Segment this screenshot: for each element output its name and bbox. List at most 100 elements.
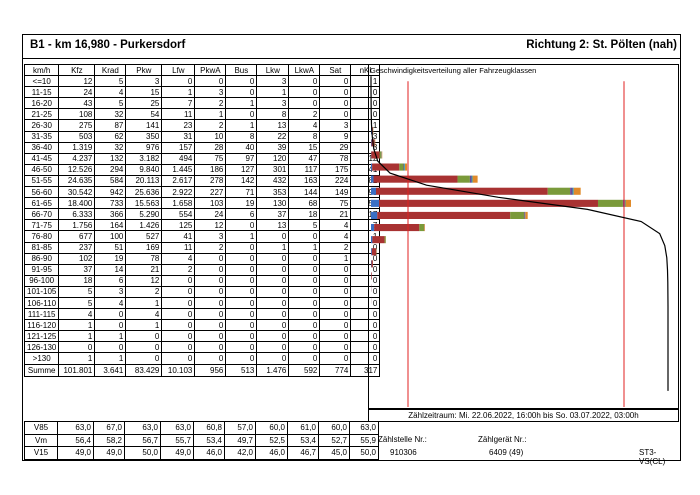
table-cell: 13	[256, 119, 290, 132]
table-row: 81-85 237 51 169 11 2 0 1 1 2 0	[23, 241, 381, 254]
chart-bar-segment	[371, 139, 372, 147]
table-cell: 24	[194, 208, 227, 221]
table-cell: 18	[288, 208, 321, 221]
table-cell: 1	[350, 75, 381, 88]
table-cell: 4	[319, 230, 352, 243]
device-value: 6409 (49)	[489, 448, 524, 457]
table-cell: 13	[256, 219, 290, 232]
table-cell: 0	[288, 252, 321, 265]
table-cell: 0	[194, 274, 227, 287]
table-cell: 0	[319, 296, 352, 310]
table-row: 46-5012.5262949.8401.4451861273011171754…	[23, 163, 381, 176]
row-label: 106-110	[23, 296, 60, 310]
table-cell: 54	[125, 108, 163, 121]
table-row: 16-20 43 5 25 7 2 1 3 0 0 0	[23, 97, 381, 110]
table-cell: 157	[161, 141, 196, 154]
chart-bar-segment	[424, 224, 425, 232]
chart-bar-segment	[371, 175, 374, 183]
chart-bar-segment	[472, 175, 478, 183]
period-text: Zählzeitraum: Mi. 22.06.2022, 16:00h bis…	[368, 409, 679, 422]
table-cell: 2	[319, 241, 352, 254]
table-row: 96-100 18 6 12 0 0 0 0 0 0 0	[23, 274, 381, 287]
table-cell: 3.182	[125, 152, 163, 165]
table-cell: 100	[94, 230, 127, 243]
table-cell: 0	[194, 330, 227, 343]
table-cell: 4	[94, 86, 127, 99]
table-cell: 18	[58, 274, 96, 287]
header-divider	[22, 58, 681, 59]
table-cell: 0	[194, 75, 227, 88]
table-cell: 1	[256, 241, 290, 254]
stats-cell: 46,0	[255, 446, 288, 461]
table-cell: 78	[319, 152, 352, 165]
table-cell: 0	[288, 308, 321, 321]
table-cell: 0	[225, 285, 258, 298]
table-cell: 1.426	[125, 219, 163, 232]
table-cell: 0	[350, 352, 381, 365]
table-cell: 3	[256, 97, 290, 110]
table-cell: 0	[350, 108, 381, 121]
chart-bar-segment	[371, 236, 373, 244]
chart-bar-segment	[374, 224, 420, 232]
table-cell: 774	[319, 363, 352, 378]
table-cell: 1	[225, 97, 258, 110]
table-cell: 0	[94, 308, 127, 321]
table-cell: 2	[161, 263, 196, 276]
table-cell: 1.445	[161, 163, 196, 176]
table-cell: 32	[94, 108, 127, 121]
table-cell: 2.617	[161, 174, 196, 188]
table-cell: 3	[256, 75, 290, 88]
stats-cell: 46,0	[193, 446, 225, 461]
table-cell: 0	[161, 319, 196, 332]
table-cell: 9	[319, 130, 352, 143]
table-cell: 0	[194, 319, 227, 332]
table-cell: 22	[256, 130, 290, 143]
table-cell: 18.400	[58, 197, 96, 210]
table-cell: 1.319	[58, 141, 96, 154]
table-cell: 24	[58, 86, 96, 99]
chart-bar-segment	[371, 199, 380, 207]
table-row: 21-25 108 32 54 11 1 0 8 2 0 0	[23, 108, 381, 121]
chart-bar-segment	[625, 199, 631, 207]
table-cell: 68	[288, 197, 321, 210]
row-label: >130	[23, 352, 60, 365]
chart-bar-segment	[381, 151, 383, 159]
table-cell: 29	[319, 141, 352, 154]
row-label: 101-105	[23, 285, 60, 298]
table-cell: 1.658	[161, 197, 196, 210]
table-cell: 3	[194, 86, 227, 99]
row-label: 26-30	[23, 119, 60, 132]
table-cell: 4	[125, 308, 163, 321]
table-cell: 0	[319, 308, 352, 321]
table-row: 11-15 24 4 15 1 3 0 1 0 0 0	[23, 86, 381, 99]
table-cell: Lkw	[256, 63, 290, 77]
table-cell: 0	[194, 252, 227, 265]
table-cell: 8	[256, 108, 290, 121]
table-row: >130 1 1 0 0 0 0 0 0 0 0	[23, 352, 381, 365]
table-row: 31-35 503 62 350 31 10 8 22 8 9 3	[23, 130, 381, 143]
table-cell: 0	[194, 341, 227, 354]
table-cell: Sat	[319, 63, 352, 77]
row-label: 16-20	[23, 97, 60, 110]
table-cell: 584	[94, 174, 127, 188]
table-cell: 8	[225, 130, 258, 143]
table-cell: 0	[288, 230, 321, 243]
chart-bar-segment	[384, 236, 386, 244]
table-cell: 1	[319, 252, 352, 265]
table-cell: 0	[225, 319, 258, 332]
table-cell: 120	[256, 152, 290, 165]
table-cell: 125	[161, 219, 196, 232]
table-cell: 0	[319, 285, 352, 298]
table-cell: 0	[194, 352, 227, 365]
row-label: 11-15	[23, 86, 60, 99]
table-cell: nKl	[350, 63, 381, 77]
table-cell: 2	[288, 108, 321, 121]
table-cell: 0	[161, 330, 196, 343]
table-cell: 117	[288, 163, 321, 176]
table-cell: 0	[161, 308, 196, 321]
table-cell: 2.922	[161, 186, 196, 199]
table-cell: 71	[225, 186, 258, 199]
stats-cell: 49,0	[160, 446, 194, 461]
table-cell: 37	[58, 263, 96, 276]
table-cell: 1	[288, 241, 321, 254]
